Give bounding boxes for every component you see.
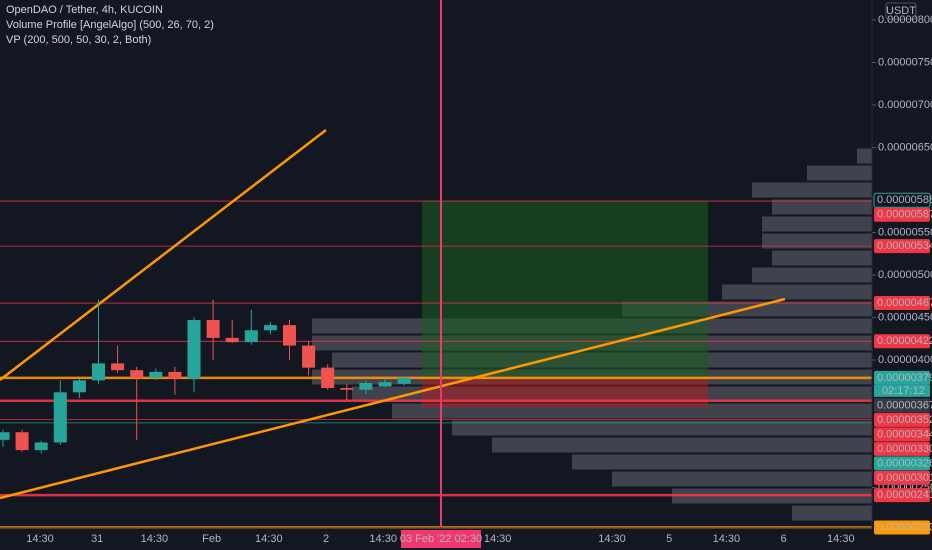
candle-body [397, 377, 411, 384]
volume-row [722, 284, 872, 300]
crosshair-label: 03 Feb '22 02:30 [400, 533, 482, 545]
price-label-box [874, 239, 930, 254]
price-label: 0.00000379 [877, 372, 932, 384]
price-label-box [874, 334, 930, 349]
candle-body [15, 432, 29, 451]
indicator: VP (200, 500, 50, 30, 2, Both) [6, 34, 151, 46]
target-zone [422, 201, 708, 378]
volume-row [452, 420, 872, 436]
price-label: 0.00000326 [877, 457, 932, 469]
volume-row [792, 505, 872, 521]
chart-title: OpenDAO / Tether, 4h, KUCOIN [6, 4, 163, 16]
candle-body [359, 382, 373, 390]
price-label: 0.00000467 [877, 297, 932, 309]
candle-body [34, 442, 48, 451]
x-tick-label: 14:30 [598, 533, 626, 545]
candle-body [263, 325, 277, 331]
candle-body [130, 370, 144, 378]
price-label: 0.00000352 [877, 414, 932, 426]
price-label: 0.00000330 [877, 443, 932, 455]
candle-body [149, 371, 163, 378]
trendline [0, 297, 786, 500]
candle-body [168, 371, 182, 379]
price-label-box [874, 441, 930, 456]
price-label: 0.00000241 [877, 489, 932, 501]
x-tick-label: 31 [91, 533, 103, 545]
y-tick-label: 0.00000750 [878, 56, 932, 68]
x-tick-label: 14:30 [484, 533, 512, 545]
price-label-box [874, 488, 930, 503]
volume-row [762, 216, 872, 232]
candle-body [225, 337, 239, 343]
volume-row [772, 199, 872, 215]
price-label: 0.00000344 [877, 428, 932, 440]
crosshair-label-box [401, 530, 481, 548]
x-tick-label: 2 [323, 533, 329, 545]
x-tick-label: 14:30 [369, 533, 397, 545]
x-tick-label: 14:30 [255, 533, 283, 545]
x-tick-label: Feb [202, 533, 221, 545]
stop-zone [422, 377, 708, 408]
volume-row [807, 165, 872, 181]
price-label: 0.00000422 [877, 335, 932, 347]
volume-row [572, 454, 872, 470]
candle-body [283, 325, 296, 346]
volume-row [492, 437, 872, 453]
volume-row [752, 182, 872, 198]
price-label: 0.00000534 [877, 240, 932, 252]
currency-box[interactable] [885, 2, 917, 20]
candle-body [187, 320, 201, 379]
volume-row [752, 267, 872, 283]
price-label-box [874, 520, 930, 535]
volume-row [612, 471, 872, 487]
indicator: Volume Profile [AngelAlgo] (500, 26, 70,… [6, 19, 214, 31]
candle-body [378, 382, 392, 387]
x-tick-label: 14:30 [713, 533, 741, 545]
volume-row [857, 148, 872, 164]
y-tick-label: 0.00000400 [878, 354, 932, 366]
price-label-box [874, 207, 930, 222]
x-tick-label: 14:30 [141, 533, 169, 545]
x-tick-label: 6 [781, 533, 787, 545]
candle-body [0, 432, 10, 440]
price-label: 0.00000301 [877, 472, 932, 484]
candle-body [53, 392, 67, 443]
price-label-box [874, 456, 930, 471]
y-tick-label: 0.00000450 [878, 311, 932, 323]
price-label: 0.00000203 [877, 521, 932, 533]
candle-body [340, 388, 354, 390]
price-label: 0.00000588 [877, 194, 932, 206]
x-tick-label: 14:30 [827, 533, 855, 545]
price-label-box [874, 296, 930, 311]
y-tick-label: 0.00000550 [878, 226, 932, 238]
x-tick-label: 5 [666, 533, 672, 545]
y-tick-label: 0.00000650 [878, 141, 932, 153]
y-tick-label: 0.00000700 [878, 99, 932, 111]
x-tick-label: 14:30 [26, 533, 54, 545]
candle-body [206, 320, 220, 338]
candle-body [72, 380, 86, 393]
price-label-box [874, 427, 930, 442]
currency[interactable]: USDT [886, 5, 916, 17]
y-tick-label: 0.00000500 [878, 269, 932, 281]
price-label: 0.00000587 [877, 209, 932, 221]
countdown-box [874, 384, 930, 397]
price-label: 0.00000367 [877, 399, 932, 411]
trendline [0, 129, 327, 381]
countdown: 02:17:12 [882, 385, 925, 397]
price-label-box [874, 370, 930, 385]
price-label-box [874, 470, 930, 485]
y-tick-label: 0.00000800 [878, 14, 932, 26]
price-label-box [874, 412, 930, 427]
candle-body [321, 367, 335, 389]
price-label-box [874, 398, 930, 413]
price-label-box [873, 192, 931, 208]
volume-row [762, 233, 872, 249]
candle-body [244, 330, 258, 343]
candle-body [111, 363, 125, 371]
volume-row [772, 250, 872, 266]
candle-body [302, 345, 316, 368]
candle-body [92, 363, 105, 381]
